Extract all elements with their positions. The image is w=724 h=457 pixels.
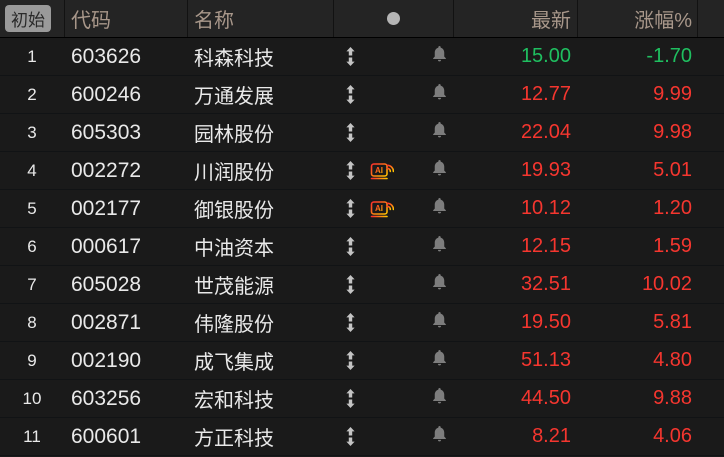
svg-text:AI: AI	[375, 166, 383, 175]
svg-text:AI: AI	[375, 204, 383, 213]
